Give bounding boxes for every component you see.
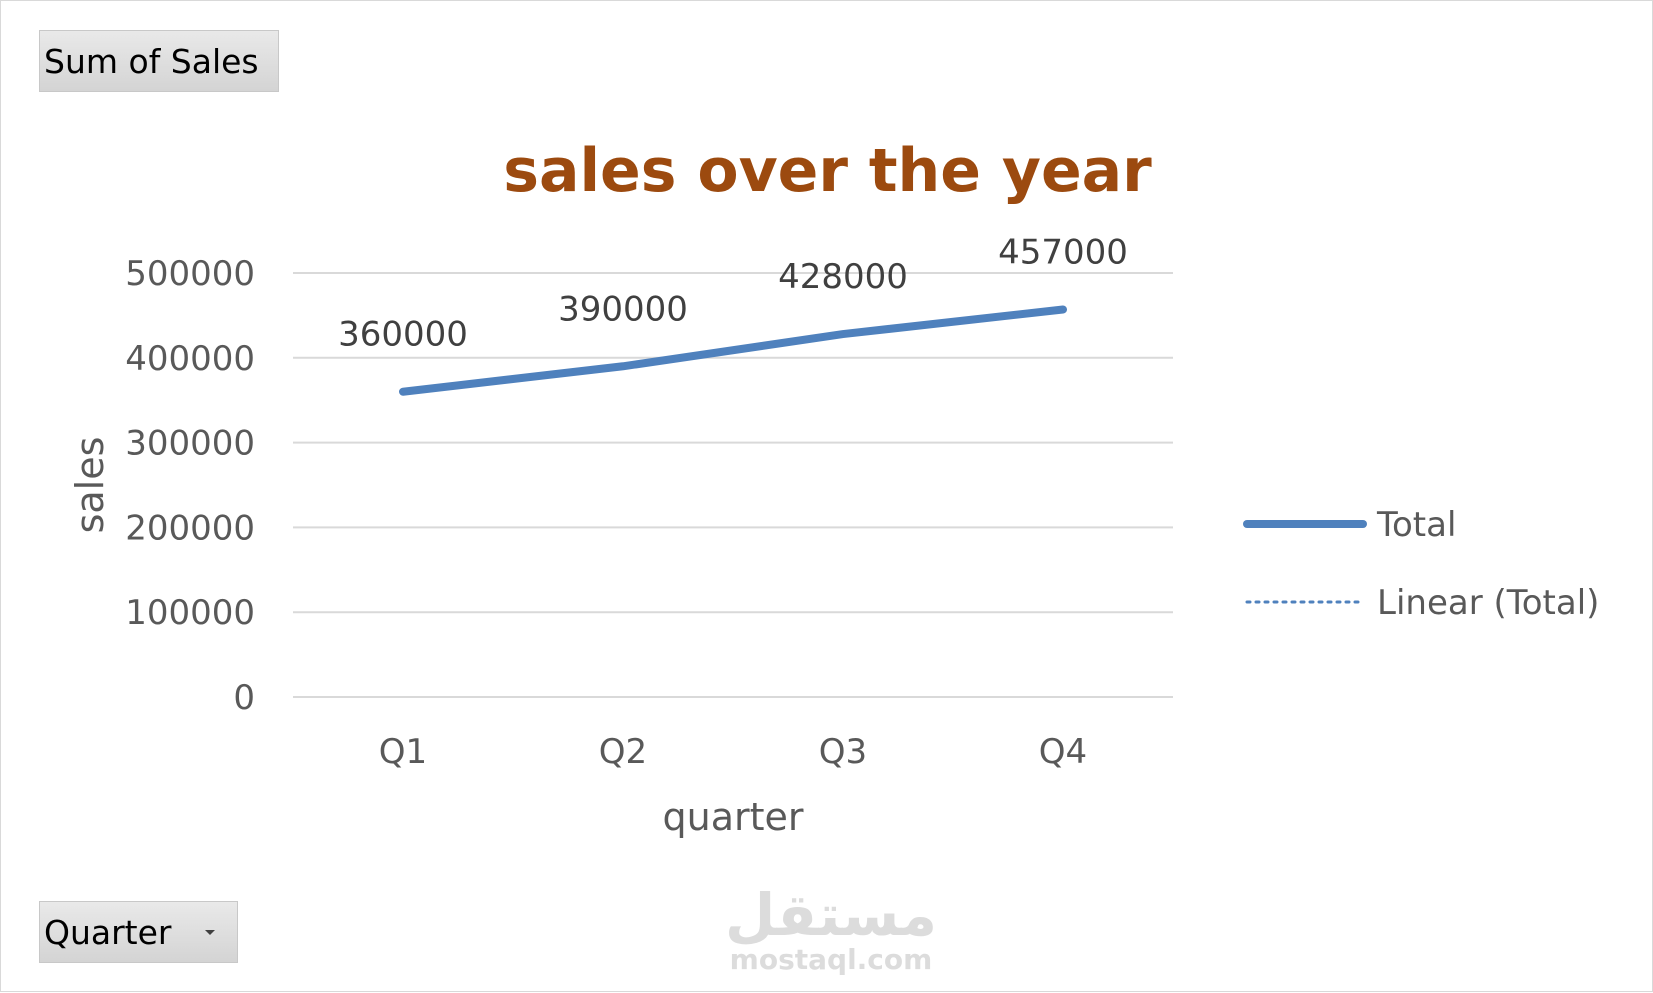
legend-label: Total [1376,505,1456,545]
y-axis-title: sales [68,437,112,534]
data-label: 360000 [338,315,468,355]
watermark-latin: mostaql.com [729,943,933,976]
x-tick-label: Q3 [819,732,867,772]
x-tick-label: Q1 [379,732,427,772]
watermark: مستقل mostaql.com [701,886,961,976]
trendline-series [401,305,1065,395]
data-label: 457000 [998,232,1128,272]
legend-label: Linear (Total) [1377,583,1599,623]
values-field-label: Sum of Sales [44,41,259,81]
axis-field-label: Quarter [44,912,172,952]
data-label: 428000 [778,257,908,297]
y-tick-label: 100000 [125,593,255,633]
dropdown-arrow-icon[interactable] [205,930,215,935]
y-tick-label: 200000 [125,508,255,548]
data-label: 390000 [558,289,688,329]
y-tick-label: 400000 [125,339,255,379]
axis-field-button[interactable]: Quarter [39,901,238,963]
data-point [622,365,624,367]
data-point [1062,308,1064,310]
x-tick-label: Q2 [599,732,647,772]
y-tick-label: 500000 [125,254,255,294]
y-tick-label: 300000 [125,424,255,464]
watermark-arabic: مستقل [724,881,938,949]
y-tick-label: 0 [233,678,255,718]
values-field-button[interactable]: Sum of Sales [39,30,279,92]
x-tick-label: Q4 [1039,732,1087,772]
x-axis-title: quarter [662,795,803,839]
chart-title: sales over the year [503,136,1152,206]
